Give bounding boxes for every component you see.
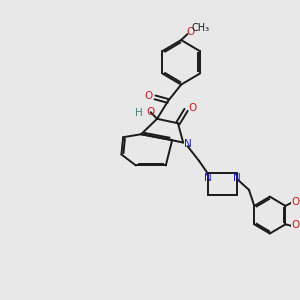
Text: O: O	[145, 91, 153, 101]
Text: N: N	[233, 173, 241, 183]
Text: N: N	[204, 173, 212, 183]
Text: O: O	[188, 103, 196, 113]
Text: O: O	[291, 220, 299, 230]
Text: CH₃: CH₃	[192, 22, 210, 32]
Text: O: O	[147, 107, 155, 117]
Text: O: O	[186, 27, 194, 37]
Text: H: H	[135, 108, 142, 118]
Text: O: O	[291, 197, 299, 207]
Text: N: N	[184, 139, 192, 149]
